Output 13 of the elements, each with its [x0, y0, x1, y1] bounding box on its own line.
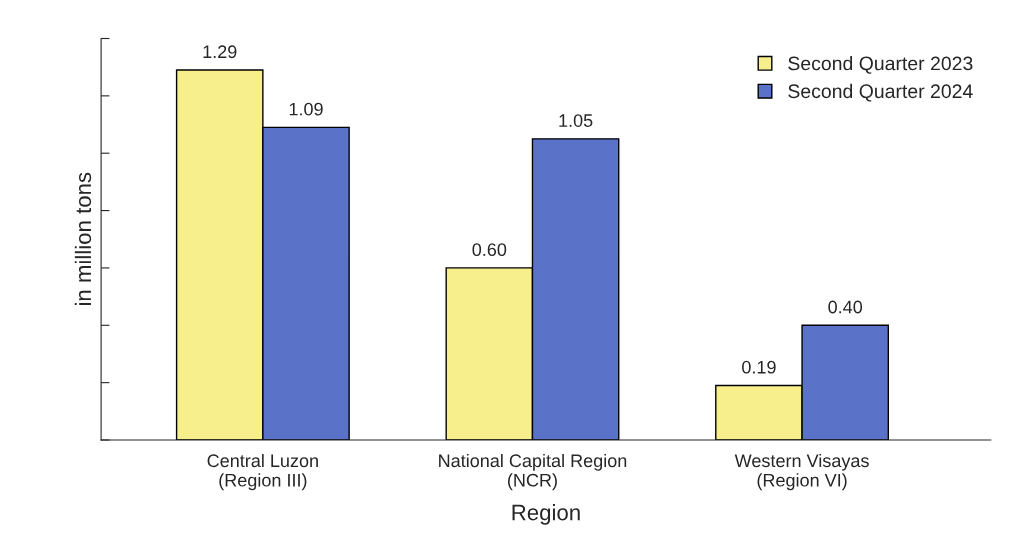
data-label: 1.09 — [289, 102, 323, 116]
y-axis-title: in million tons — [74, 172, 92, 306]
x-axis-title: Region — [512, 504, 580, 525]
legend-label: Second Quarter 2024 — [788, 83, 973, 102]
legend-label: Second Quarter 2023 — [788, 56, 973, 74]
data-label: 1.05 — [559, 114, 593, 127]
data-label: 0.19 — [742, 360, 776, 374]
x-tick-label: Central Luzon (Region III) — [207, 453, 318, 491]
data-label: 1.29 — [203, 45, 237, 59]
data-label: 0.60 — [472, 243, 507, 257]
x-tick-label: Western Visayas (Region VI) — [734, 453, 869, 491]
data-label: 0.40 — [828, 300, 863, 314]
x-tick-label: National Capital Region (NCR) — [439, 453, 627, 491]
